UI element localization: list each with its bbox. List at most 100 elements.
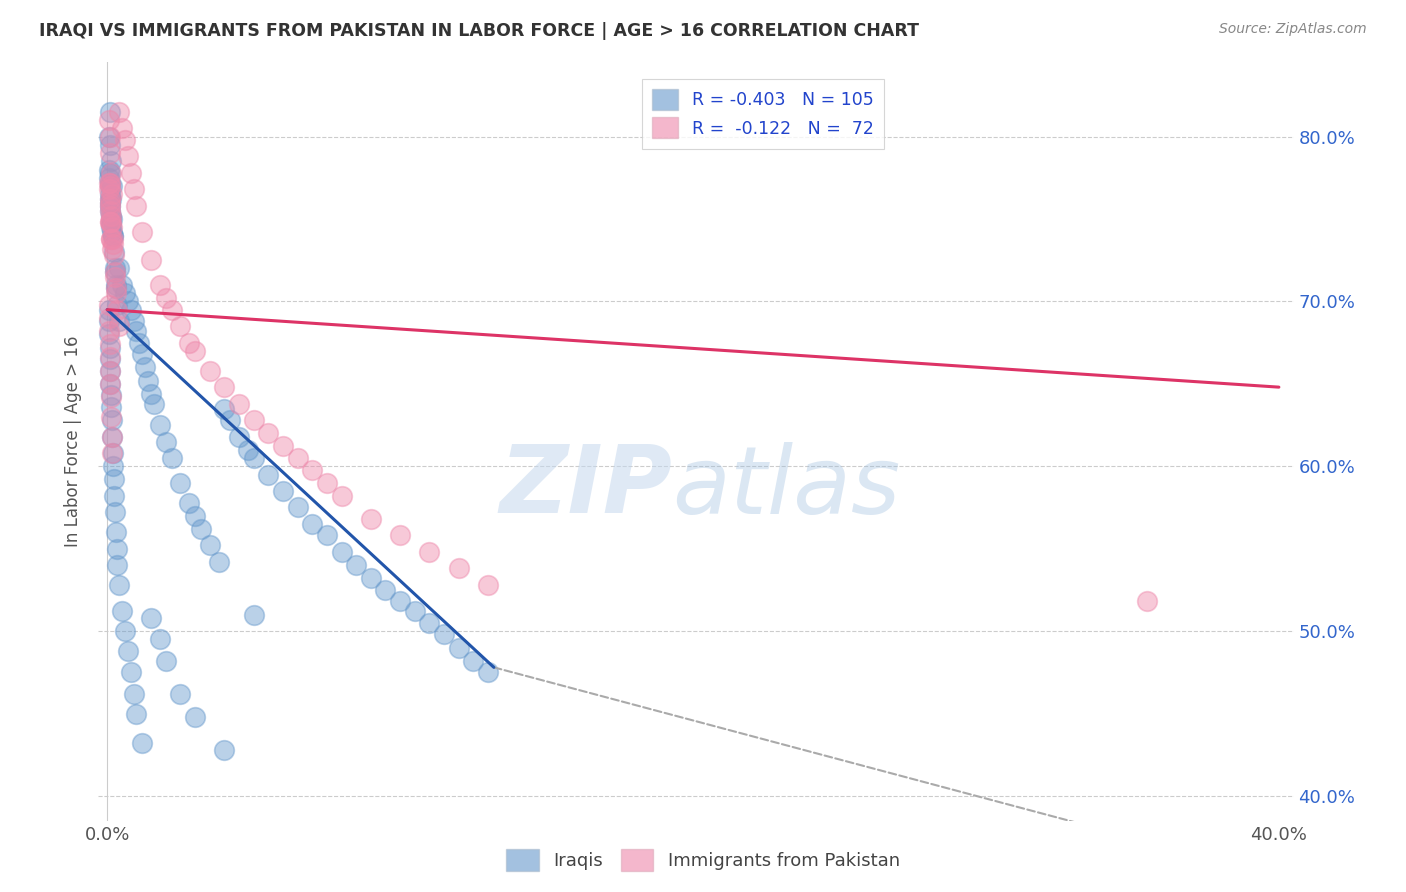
- Point: [100, 376, 122, 391]
- Point: [108, 319, 131, 334]
- Point: [214, 743, 236, 757]
- Text: IRAQI VS IMMIGRANTS FROM PAKISTAN IN LABOR FORCE | AGE > 16 CORRELATION CHART: IRAQI VS IMMIGRANTS FROM PAKISTAN IN LAB…: [39, 22, 920, 40]
- Point: [179, 495, 201, 509]
- Point: [111, 121, 134, 136]
- Point: [98, 176, 121, 190]
- Point: [98, 199, 121, 213]
- Point: [97, 302, 120, 317]
- Point: [141, 386, 163, 401]
- Point: [344, 558, 367, 573]
- Point: [114, 286, 136, 301]
- Point: [98, 351, 121, 365]
- Point: [100, 199, 122, 213]
- Point: [100, 209, 122, 223]
- Point: [100, 388, 122, 402]
- Point: [131, 347, 153, 361]
- Point: [100, 220, 122, 235]
- Point: [98, 364, 121, 378]
- Point: [97, 113, 120, 128]
- Point: [98, 104, 121, 119]
- Point: [101, 236, 124, 251]
- Point: [100, 192, 122, 206]
- Point: [228, 396, 250, 410]
- Point: [107, 302, 129, 317]
- Point: [108, 314, 131, 328]
- Point: [101, 429, 124, 443]
- Point: [122, 314, 145, 328]
- Point: [98, 341, 121, 355]
- Point: [100, 179, 122, 194]
- Point: [97, 298, 120, 312]
- Point: [301, 516, 323, 531]
- Point: [100, 166, 122, 180]
- Point: [214, 380, 236, 394]
- Point: [104, 265, 127, 279]
- Point: [100, 390, 122, 404]
- Point: [98, 324, 121, 338]
- Point: [98, 215, 121, 229]
- Point: [257, 467, 280, 482]
- Point: [389, 528, 412, 542]
- Point: [101, 212, 124, 227]
- Point: [98, 176, 121, 190]
- Point: [301, 462, 323, 476]
- Point: [389, 594, 412, 608]
- Point: [100, 195, 122, 210]
- Point: [98, 179, 121, 194]
- Point: [98, 203, 121, 218]
- Point: [287, 450, 309, 465]
- Point: [447, 640, 470, 655]
- Point: [103, 489, 125, 503]
- Point: [160, 450, 183, 465]
- Point: [114, 624, 136, 639]
- Point: [242, 607, 264, 622]
- Point: [98, 129, 121, 144]
- Point: [184, 508, 207, 523]
- Point: [98, 195, 121, 210]
- Point: [108, 578, 131, 592]
- Point: [103, 244, 125, 259]
- Point: [330, 545, 353, 559]
- Point: [117, 294, 139, 309]
- Point: [97, 129, 120, 144]
- Point: [155, 434, 177, 449]
- Point: [98, 187, 121, 202]
- Point: [103, 265, 125, 279]
- Point: [108, 261, 131, 276]
- Point: [101, 232, 124, 246]
- Point: [271, 440, 294, 454]
- Point: [100, 413, 122, 427]
- Point: [101, 225, 124, 239]
- Point: [103, 473, 125, 487]
- Point: [105, 281, 127, 295]
- Point: [143, 396, 166, 410]
- Legend: R = -0.403   N = 105, R =  -0.122   N =  72: R = -0.403 N = 105, R = -0.122 N = 72: [643, 78, 884, 149]
- Point: [125, 706, 148, 721]
- Point: [330, 489, 353, 503]
- Point: [100, 154, 122, 169]
- Point: [98, 176, 121, 190]
- Point: [98, 192, 121, 206]
- Point: [360, 571, 382, 585]
- Point: [107, 298, 129, 312]
- Point: [98, 170, 120, 185]
- Point: [463, 654, 485, 668]
- Point: [101, 242, 124, 256]
- Point: [141, 611, 163, 625]
- Point: [477, 578, 499, 592]
- Point: [360, 512, 382, 526]
- Point: [117, 149, 139, 163]
- Point: [105, 286, 127, 301]
- Point: [184, 343, 207, 358]
- Point: [257, 426, 280, 441]
- Point: [101, 429, 124, 443]
- Point: [169, 687, 191, 701]
- Point: [103, 261, 125, 276]
- Point: [228, 429, 250, 443]
- Point: [100, 209, 122, 223]
- Point: [155, 654, 177, 668]
- Point: [125, 199, 148, 213]
- Point: [207, 555, 229, 569]
- Point: [120, 166, 142, 180]
- Point: [98, 182, 120, 196]
